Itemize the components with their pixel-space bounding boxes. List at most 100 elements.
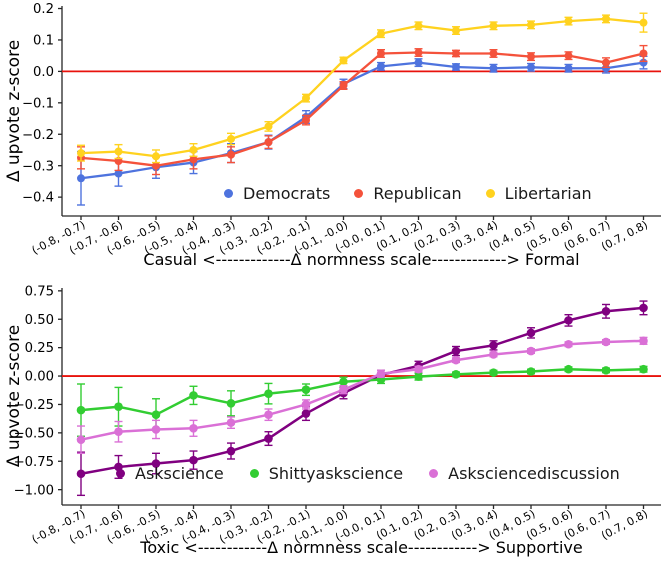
y-tick-label: 0.50: [25, 313, 54, 328]
legend-label-libertarian: Libertarian: [504, 184, 592, 203]
data-point: [526, 367, 536, 376]
legend-label-shittyaskscience: Shittyaskscience: [268, 464, 404, 483]
data-point: [114, 402, 123, 412]
y-tick-label: −0.50: [14, 426, 54, 441]
data-point: [264, 138, 273, 147]
data-point: [151, 425, 161, 434]
data-point: [526, 346, 536, 356]
data-point: [377, 49, 385, 58]
data-point: [227, 134, 235, 143]
data-point: [114, 169, 123, 178]
x-axis-label-top: Casual <-------------Δ normness scale---…: [143, 250, 580, 269]
data-point: [301, 385, 311, 394]
data-point: [227, 150, 235, 159]
data-point: [226, 418, 236, 427]
data-point: [189, 155, 198, 164]
data-point: [301, 400, 311, 409]
series-asksciencediscussion: [76, 336, 648, 455]
data-point: [639, 49, 648, 58]
y-tick-label: −0.25: [14, 398, 54, 413]
legend-marker-asksciencediscussion: [429, 469, 439, 478]
data-point: [414, 21, 423, 30]
series-line-democrats: [79, 61, 645, 180]
series-line-asksciencediscussion: [79, 339, 645, 441]
data-point: [226, 446, 236, 456]
data-point: [601, 337, 611, 347]
data-point: [451, 355, 461, 365]
data-point: [489, 350, 498, 359]
legend-label-democrats: Democrats: [243, 184, 331, 203]
data-point: [564, 64, 573, 73]
y-tick-label: 0.2: [33, 2, 54, 17]
data-point: [602, 14, 610, 23]
data-point: [601, 366, 611, 375]
legend-item-democrats: Democrats: [224, 184, 330, 203]
data-point: [377, 62, 385, 71]
data-point: [376, 369, 386, 379]
data-point: [339, 385, 348, 394]
data-point: [189, 391, 198, 400]
y-tick-label: 0.75: [25, 284, 54, 299]
legend-item-shittyaskscience: Shittyaskscience: [249, 464, 404, 483]
data-point: [564, 17, 573, 26]
data-point: [414, 372, 423, 381]
y-axis-label-top: Δ upvote z-score: [4, 39, 24, 183]
legend-item-asksciencediscussion: Asksciencediscussion: [429, 464, 620, 483]
data-point: [226, 399, 236, 408]
data-point: [77, 149, 85, 158]
legend-item-askscience: Askscience: [116, 464, 224, 483]
political-plot-canvas: 0.20.10.0−0.1−0.2−0.3−0.4(-0.8, -0.7)(-0…: [22, 2, 661, 257]
data-point: [639, 364, 648, 374]
data-point: [564, 364, 573, 374]
y-tick-label: 0.1: [33, 34, 54, 49]
data-point: [302, 116, 310, 125]
data-point: [451, 346, 461, 356]
data-point: [527, 63, 535, 72]
data-point: [414, 364, 423, 374]
data-point: [489, 21, 498, 30]
data-point: [602, 58, 610, 67]
legend-marker-republican: [354, 189, 364, 198]
data-point: [114, 427, 123, 437]
legend-label-askscience: Askscience: [135, 464, 224, 483]
series-republican: [77, 44, 648, 176]
data-point: [151, 459, 161, 468]
askscience-plot-canvas: 0.750.500.250.00−0.25−0.50−0.75−1.00(-0.…: [14, 284, 661, 546]
data-point: [451, 370, 461, 379]
series-line-republican: [79, 51, 645, 167]
data-point: [601, 306, 611, 316]
data-point: [264, 410, 273, 419]
y-tick-label: −0.1: [22, 96, 54, 111]
y-tick-label: −0.4: [22, 191, 54, 206]
data-point: [339, 81, 348, 90]
data-point: [639, 18, 648, 27]
data-point: [189, 424, 198, 433]
data-point: [76, 435, 86, 444]
y-tick-label: 0.00: [25, 370, 54, 385]
data-point: [526, 328, 536, 338]
y-tick-label: 0.25: [25, 341, 54, 356]
y-axis-label-bottom: Δ upvote z-score: [4, 324, 24, 468]
legend-marker-libertarian: [485, 189, 495, 198]
data-point: [76, 405, 86, 415]
data-point: [114, 147, 123, 156]
data-point: [339, 56, 348, 65]
data-point: [189, 455, 198, 465]
y-tick-label: −1.00: [14, 483, 54, 498]
data-point: [377, 29, 385, 38]
data-point: [564, 316, 573, 325]
data-point: [452, 62, 460, 71]
legend-marker-askscience: [116, 469, 125, 478]
data-point: [264, 389, 273, 398]
data-point: [489, 368, 498, 377]
legend-marker-shittyaskscience: [249, 469, 259, 478]
data-point: [527, 20, 535, 29]
data-point: [564, 339, 573, 349]
data-point: [152, 152, 160, 161]
legend-label-republican: Republican: [373, 184, 462, 203]
data-point: [414, 48, 423, 57]
data-point: [489, 64, 498, 73]
data-point: [264, 122, 273, 131]
data-point: [152, 161, 160, 170]
